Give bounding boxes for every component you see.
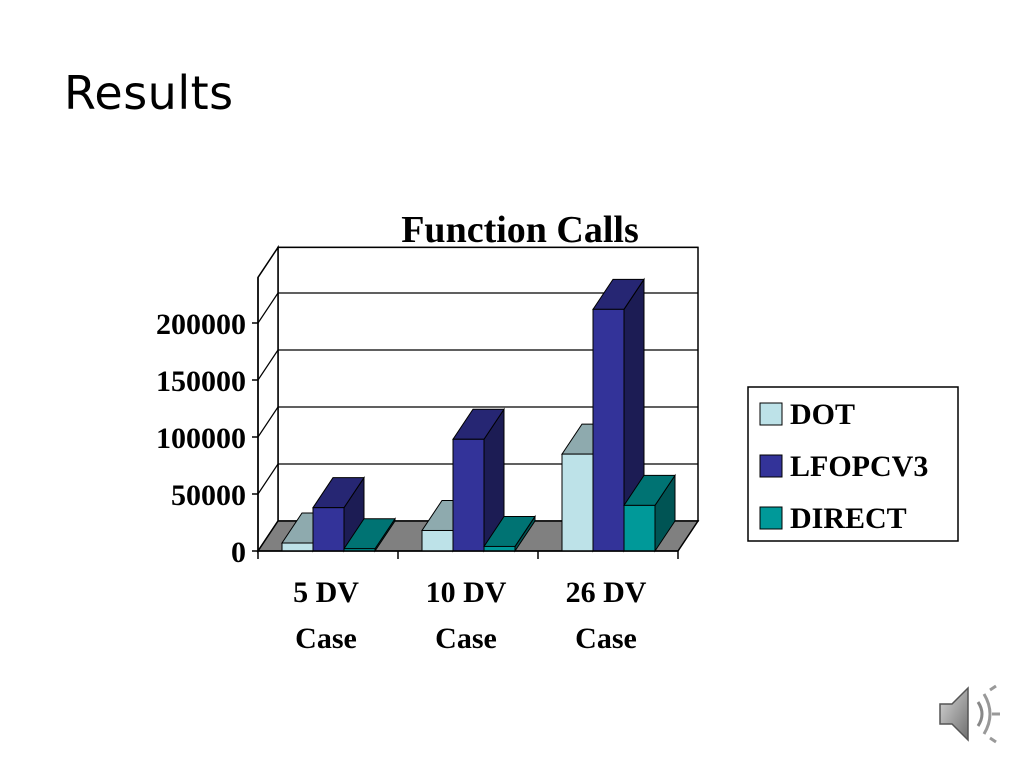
x-tick-label: 5 DV xyxy=(293,576,359,609)
bar-lfopcv3 xyxy=(312,507,345,552)
bar-dot xyxy=(421,529,454,552)
gridline-side xyxy=(257,463,279,495)
plot-area: 0 50000 100000 150000 200000 5 DV Case 10 DV Cas… xyxy=(156,244,700,655)
y-tick-label: 200000 xyxy=(156,308,246,341)
x-tick-label: 10 DV xyxy=(426,576,507,609)
bar-lfopcv3 xyxy=(592,308,625,552)
bar-direct xyxy=(623,504,656,552)
y-tick-label: 100000 xyxy=(156,422,246,455)
slide-title: Results xyxy=(64,66,234,120)
x-tick-label: 26 DV xyxy=(566,576,647,609)
bar-dot xyxy=(281,542,314,552)
legend-swatch-dot xyxy=(759,402,783,426)
legend-swatch-direct xyxy=(759,506,783,530)
legend-swatch-lfopcv3 xyxy=(759,454,783,478)
chart-legend: DOT LFOPCV3 DIRECT xyxy=(747,386,959,542)
x-tick-label: Case xyxy=(295,622,357,655)
side-wall xyxy=(257,244,279,554)
x-tick-label: Case xyxy=(575,622,637,655)
y-tick-label: 0 xyxy=(231,536,246,569)
y-tick-label: 50000 xyxy=(171,479,246,512)
gridline-side xyxy=(257,292,279,324)
bar-lfopcv3 xyxy=(452,438,485,552)
gridline-side xyxy=(257,349,279,381)
legend-box xyxy=(747,386,959,542)
legend-label-lfopcv3: LFOPCV3 xyxy=(790,450,928,483)
speaker-icon[interactable] xyxy=(934,682,1006,746)
y-tick-label: 150000 xyxy=(156,365,246,398)
bar-dot xyxy=(561,453,594,552)
chart-title: Function Calls xyxy=(401,209,639,251)
x-tick-label: Case xyxy=(435,622,497,655)
gridline-side xyxy=(257,406,279,438)
legend-label-direct: DIRECT xyxy=(790,502,907,535)
legend-label-dot: DOT xyxy=(790,398,855,431)
